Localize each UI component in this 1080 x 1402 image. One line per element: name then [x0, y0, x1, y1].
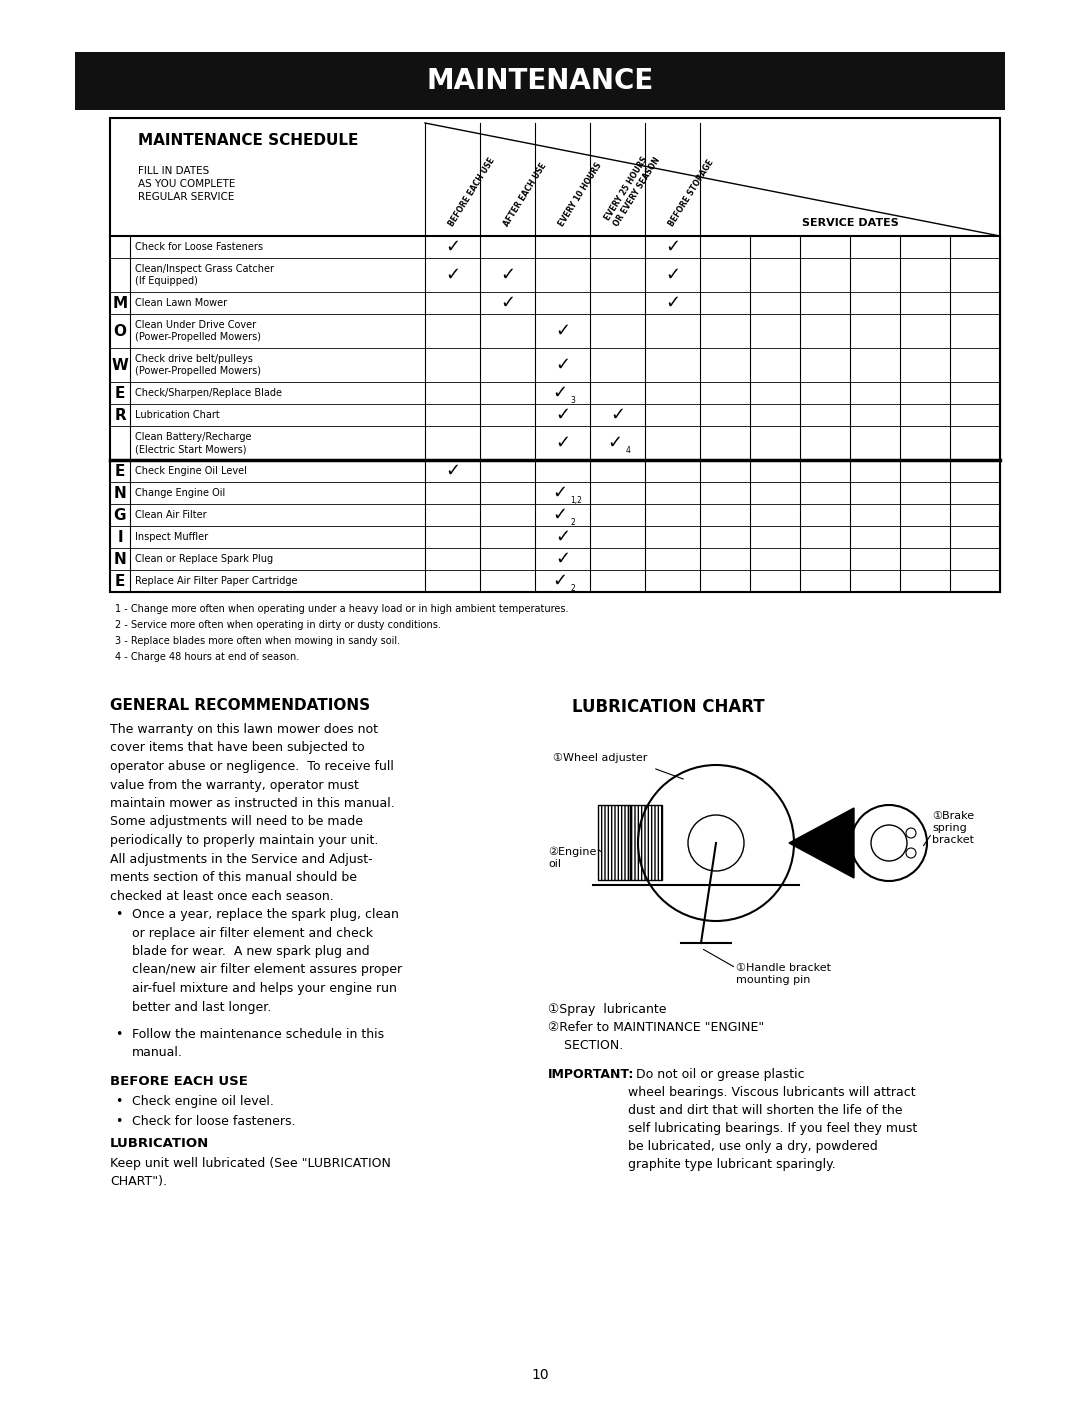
Text: Clean Air Filter: Clean Air Filter: [135, 510, 206, 520]
Polygon shape: [789, 808, 854, 878]
Text: Check for Loose Fasteners: Check for Loose Fasteners: [135, 243, 264, 252]
Text: ②Engine
oil: ②Engine oil: [548, 847, 596, 869]
Text: N: N: [113, 551, 126, 566]
Text: ✓: ✓: [445, 463, 460, 479]
Text: ✓: ✓: [555, 435, 570, 451]
Bar: [75, 52, 1005, 109]
Text: E: E: [114, 386, 125, 401]
Text: ✓: ✓: [445, 238, 460, 257]
Text: O: O: [113, 324, 126, 338]
Text: ✓: ✓: [607, 435, 622, 451]
Text: G: G: [113, 508, 126, 523]
Text: ✓: ✓: [555, 407, 570, 423]
Text: LUBRICATION CHART: LUBRICATION CHART: [571, 698, 765, 716]
Text: Clean Lawn Mower: Clean Lawn Mower: [135, 299, 227, 308]
Text: R: R: [114, 408, 126, 422]
Text: ✓: ✓: [665, 266, 680, 285]
Text: ✓: ✓: [665, 238, 680, 257]
Text: EVERY 25 HOURS
OR EVERY SEASON: EVERY 25 HOURS OR EVERY SEASON: [603, 150, 662, 229]
Text: Lubrication Chart: Lubrication Chart: [135, 409, 219, 421]
Text: AFTER EACH USE: AFTER EACH USE: [502, 161, 549, 229]
Text: ①Wheel adjuster: ①Wheel adjuster: [553, 753, 647, 763]
Text: 1 - Change more often when operating under a heavy load or in high ambient tempe: 1 - Change more often when operating und…: [114, 604, 568, 614]
Text: 4: 4: [625, 446, 631, 456]
Text: W: W: [111, 358, 129, 373]
Text: GENERAL RECOMMENDATIONS: GENERAL RECOMMENDATIONS: [110, 698, 370, 714]
Text: I: I: [118, 530, 123, 544]
Text: Check for loose fasteners.: Check for loose fasteners.: [132, 1115, 296, 1129]
Text: •: •: [114, 1028, 122, 1042]
Text: Replace Air Filter Paper Cartridge: Replace Air Filter Paper Cartridge: [135, 576, 297, 586]
Text: •: •: [114, 1095, 122, 1108]
Bar: [110, 118, 1000, 592]
Text: 2: 2: [570, 585, 576, 593]
Text: Follow the maintenance schedule in this
manual.: Follow the maintenance schedule in this …: [132, 1028, 384, 1060]
Text: ①Spray  lubricante
②Refer to MAINTINANCE "ENGINE"
    SECTION.: ①Spray lubricante ②Refer to MAINTINANCE …: [548, 1002, 765, 1052]
Text: ✓: ✓: [500, 266, 515, 285]
Text: ✓: ✓: [610, 407, 625, 423]
Text: IMPORTANT:: IMPORTANT:: [548, 1068, 634, 1081]
Text: ✓: ✓: [555, 550, 570, 568]
Text: Check Engine Oil Level: Check Engine Oil Level: [135, 465, 247, 477]
Text: BEFORE EACH USE: BEFORE EACH USE: [447, 156, 497, 229]
Text: M: M: [112, 296, 127, 310]
Text: Check engine oil level.: Check engine oil level.: [132, 1095, 274, 1108]
Text: Do not oil or grease plastic
wheel bearings. Viscous lubricants will attract
dus: Do not oil or grease plastic wheel beari…: [627, 1068, 917, 1171]
Text: FILL IN DATES
AS YOU COMPLETE
REGULAR SERVICE: FILL IN DATES AS YOU COMPLETE REGULAR SE…: [138, 165, 235, 202]
Text: Keep unit well lubricated (See "LUBRICATION
CHART").: Keep unit well lubricated (See "LUBRICAT…: [110, 1157, 391, 1189]
Text: ①Handle bracket
mounting pin: ①Handle bracket mounting pin: [735, 963, 831, 986]
Text: Clean Battery/Recharge
(Electric Start Mowers): Clean Battery/Recharge (Electric Start M…: [135, 432, 252, 454]
Text: 10: 10: [531, 1368, 549, 1382]
Text: Check drive belt/pulleys
(Power-Propelled Mowers): Check drive belt/pulleys (Power-Propelle…: [135, 353, 261, 376]
Text: ✓: ✓: [552, 572, 567, 590]
Text: ✓: ✓: [665, 294, 680, 313]
Text: N: N: [113, 485, 126, 501]
Text: •: •: [114, 1115, 122, 1129]
Text: BEFORE STORAGE: BEFORE STORAGE: [666, 158, 715, 229]
Text: E: E: [114, 573, 125, 589]
Text: ✓: ✓: [552, 484, 567, 502]
Text: Clean Under Drive Cover
(Power-Propelled Mowers): Clean Under Drive Cover (Power-Propelled…: [135, 320, 261, 342]
Text: Change Engine Oil: Change Engine Oil: [135, 488, 226, 498]
Text: ✓: ✓: [555, 322, 570, 341]
Text: 3 - Replace blades more often when mowing in sandy soil.: 3 - Replace blades more often when mowin…: [114, 637, 400, 646]
Text: MAINTENANCE: MAINTENANCE: [427, 67, 653, 95]
Text: LUBRICATION: LUBRICATION: [110, 1137, 210, 1150]
Text: BEFORE EACH USE: BEFORE EACH USE: [110, 1075, 248, 1088]
Text: ①Brake
spring
bracket: ①Brake spring bracket: [932, 810, 974, 845]
Text: EVERY 10 HOURS: EVERY 10 HOURS: [557, 161, 604, 229]
Text: MAINTENANCE SCHEDULE: MAINTENANCE SCHEDULE: [138, 133, 359, 149]
Text: ✓: ✓: [500, 294, 515, 313]
Text: E: E: [114, 464, 125, 478]
Text: SERVICE DATES: SERVICE DATES: [801, 217, 899, 229]
Text: 1,2: 1,2: [570, 496, 582, 505]
Text: ✓: ✓: [552, 384, 567, 402]
Text: Clean or Replace Spark Plug: Clean or Replace Spark Plug: [135, 554, 273, 564]
Text: ✓: ✓: [552, 506, 567, 524]
Text: 2 - Service more often when operating in dirty or dusty conditions.: 2 - Service more often when operating in…: [114, 620, 441, 629]
Text: Once a year, replace the spark plug, clean
or replace air filter element and che: Once a year, replace the spark plug, cle…: [132, 908, 402, 1014]
Text: 4 - Charge 48 hours at end of season.: 4 - Charge 48 hours at end of season.: [114, 652, 299, 662]
Bar: [630, 805, 662, 880]
Text: 2: 2: [570, 517, 576, 527]
Text: ✓: ✓: [555, 356, 570, 374]
Text: Inspect Muffler: Inspect Muffler: [135, 531, 208, 543]
Text: •: •: [114, 908, 122, 921]
Text: The warranty on this lawn mower does not
cover items that have been subjected to: The warranty on this lawn mower does not…: [110, 723, 395, 903]
Bar: [598, 805, 630, 880]
Text: ✓: ✓: [445, 266, 460, 285]
Text: Clean/Inspect Grass Catcher
(If Equipped): Clean/Inspect Grass Catcher (If Equipped…: [135, 264, 274, 286]
Text: 3: 3: [570, 395, 576, 405]
Text: Check/Sharpen/Replace Blade: Check/Sharpen/Replace Blade: [135, 388, 282, 398]
Text: ✓: ✓: [555, 529, 570, 545]
